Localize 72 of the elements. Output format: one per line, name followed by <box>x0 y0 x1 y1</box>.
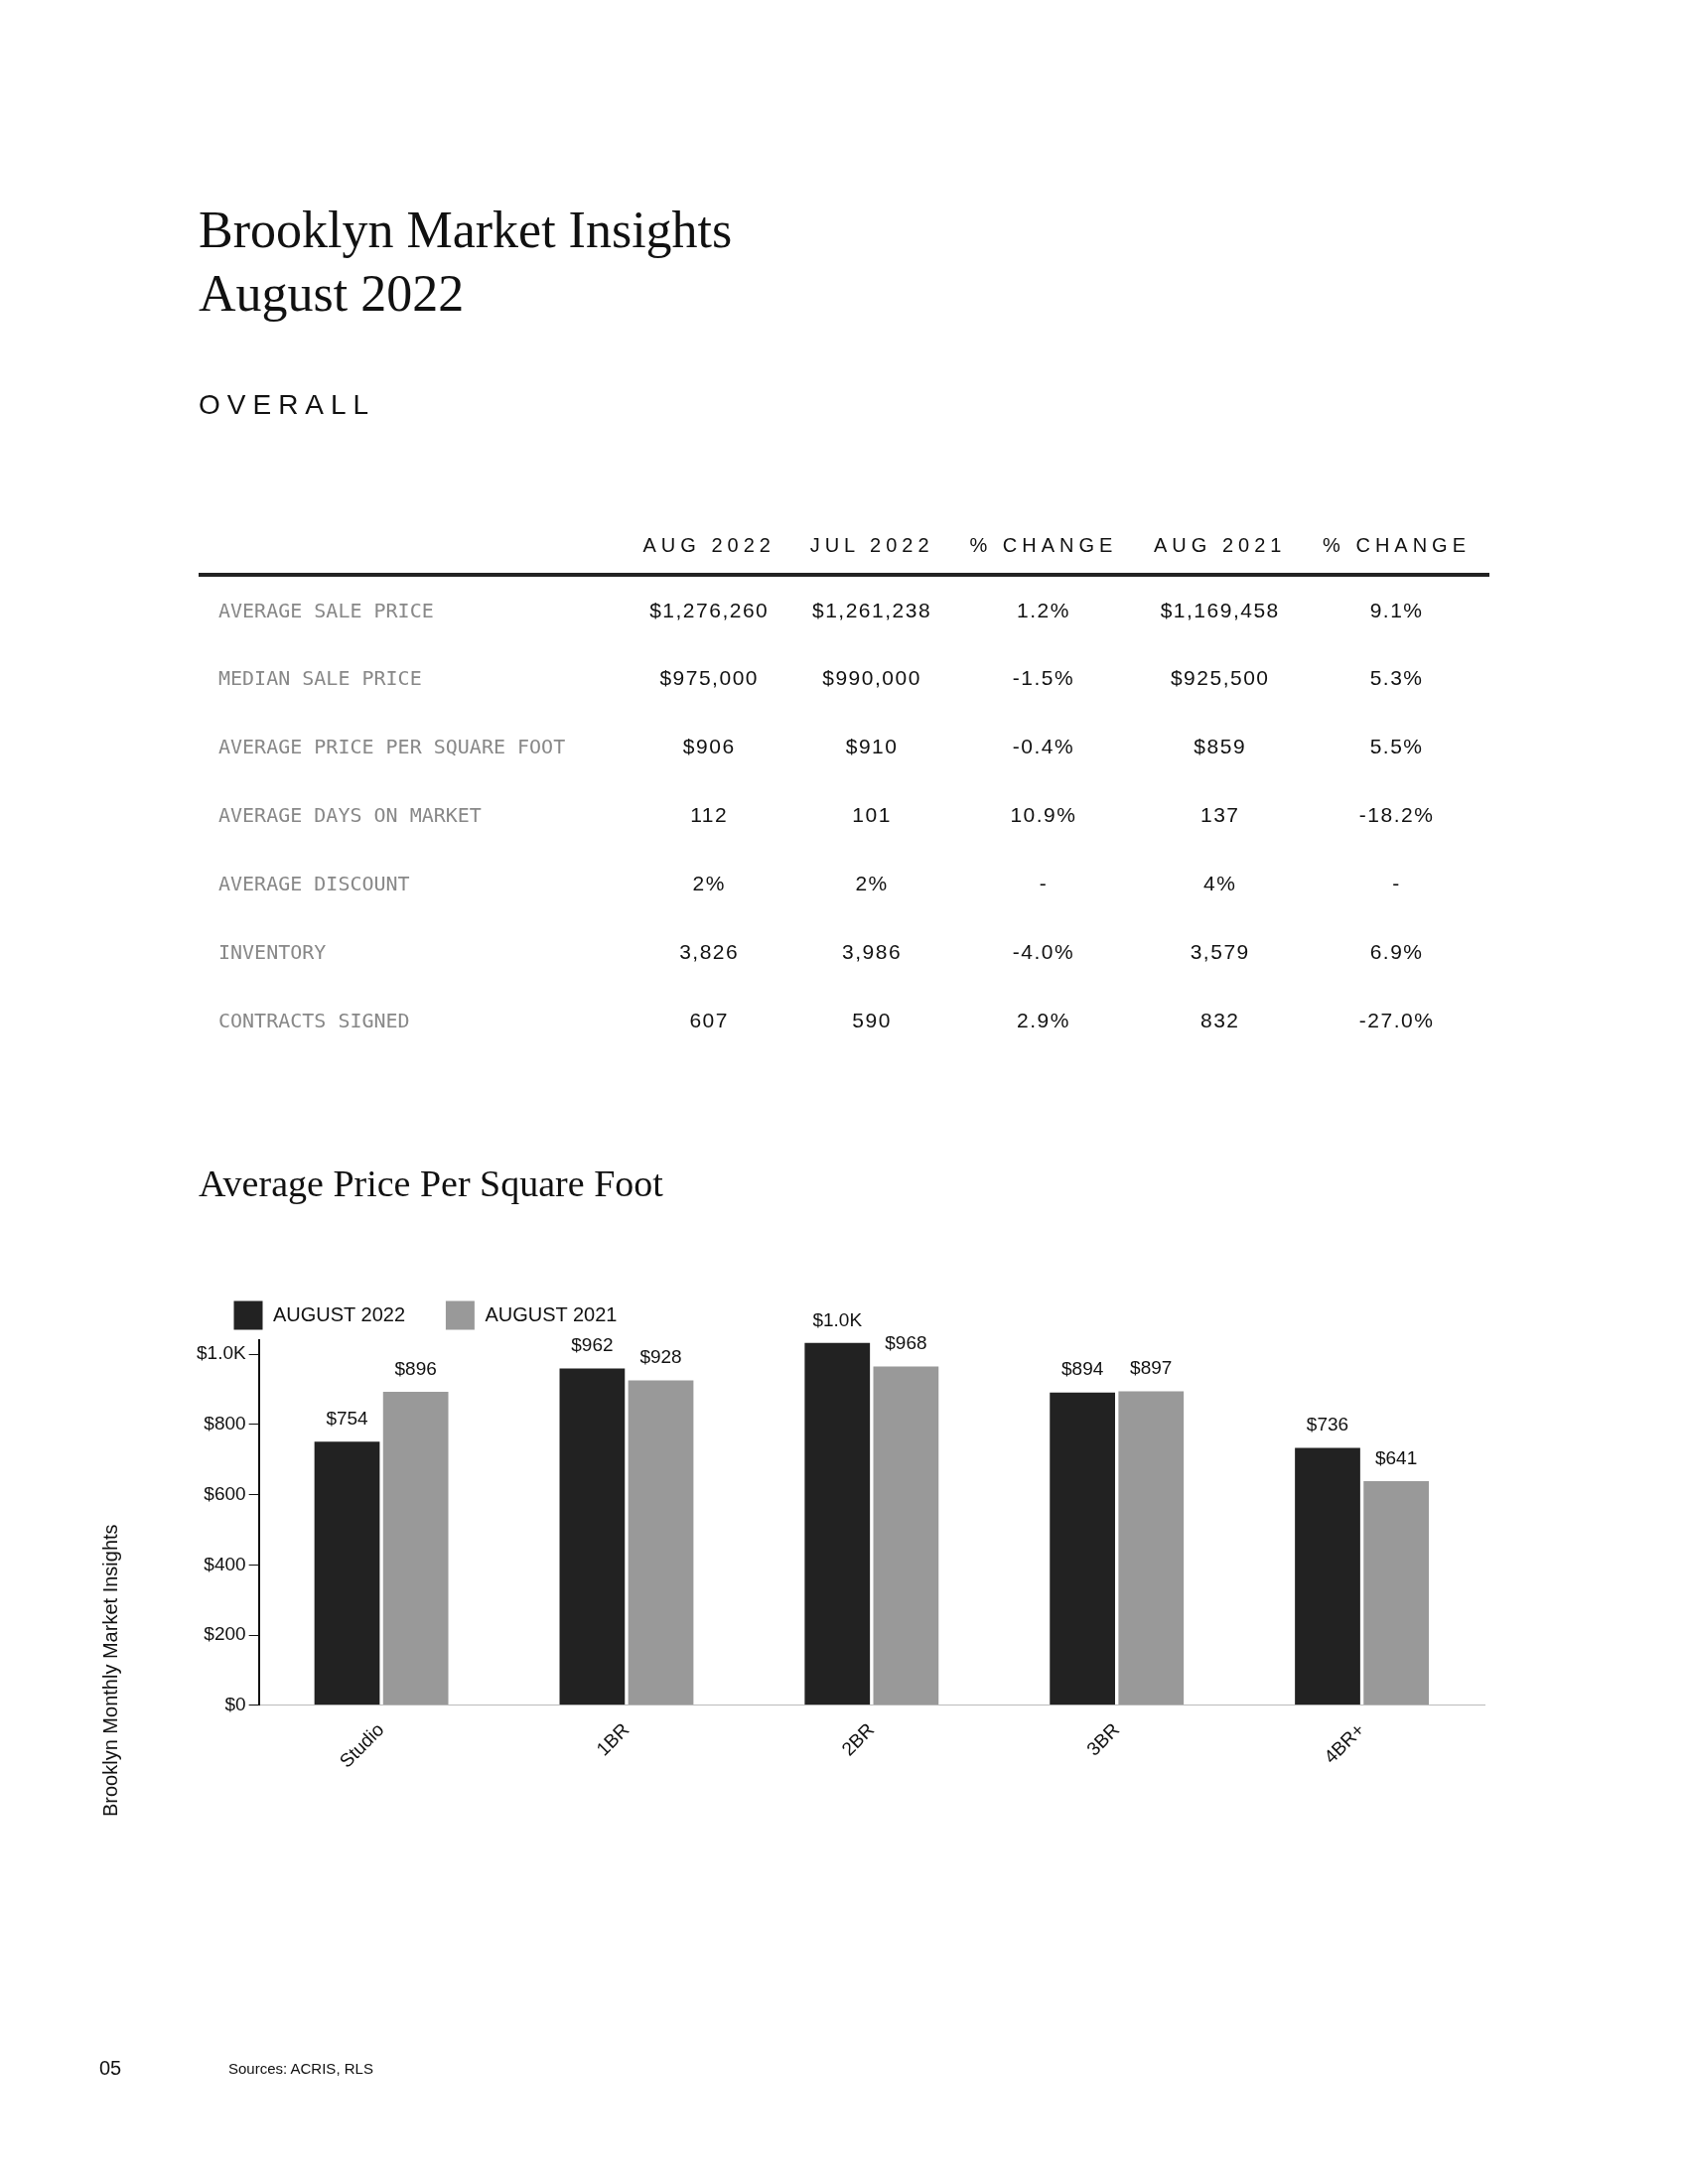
text: $910 <box>845 734 899 757</box>
category-label: CONTRACTS SIGNED <box>218 1008 410 1032</box>
category-label: AVERAGE DISCOUNT <box>218 871 410 895</box>
data-label: $962 <box>571 1334 614 1356</box>
text: 101 <box>852 802 892 826</box>
text: 3,986 <box>842 939 903 963</box>
text: - <box>1392 871 1401 894</box>
text: 3,579 <box>1190 939 1250 963</box>
text: -1.5% <box>1012 665 1075 689</box>
category-label: AVERAGE SALE PRICE <box>218 598 434 622</box>
y-tick-label: $800 <box>204 1413 246 1434</box>
text: -18.2% <box>1358 802 1435 826</box>
category-label: % CHANGE <box>1304 526 1489 575</box>
text: 607 <box>689 1008 729 1031</box>
category-label: MEDIAN SALE PRICE <box>218 665 422 690</box>
category-label: INVENTORY <box>218 939 327 964</box>
data-label: $1.0K <box>812 1308 863 1330</box>
legend-label: AUGUST 2021 <box>485 1302 618 1325</box>
text: -27.0% <box>1358 1008 1435 1031</box>
y-tick-label: $1.0K <box>197 1342 246 1364</box>
data-label: $928 <box>639 1346 682 1368</box>
text: $975,000 <box>659 665 759 689</box>
y-tick-label: $600 <box>204 1482 246 1504</box>
text: Brooklyn Monthly Market Insights <box>99 1524 122 1817</box>
data-label: $641 <box>1374 1446 1418 1468</box>
text: 10.9% <box>1010 802 1077 826</box>
text: $925,500 <box>1170 665 1270 689</box>
category-label: AUG 2022 <box>625 526 793 575</box>
text: 9.1% <box>1369 598 1424 621</box>
text: 2% <box>692 871 726 894</box>
legend-label: AUGUST 2022 <box>273 1302 406 1325</box>
text: 112 <box>690 802 729 826</box>
text: 3,826 <box>679 939 740 963</box>
text: $1,276,260 <box>649 598 770 621</box>
text: $859 <box>1194 734 1247 757</box>
data-label: $896 <box>394 1357 437 1379</box>
text: 5.3% <box>1369 665 1424 689</box>
text: $990,000 <box>822 665 921 689</box>
y-tick-label: $400 <box>204 1553 246 1574</box>
text: 6.9% <box>1369 939 1424 963</box>
text: 1.2% <box>1016 598 1070 621</box>
text: -0.4% <box>1012 734 1075 757</box>
data-label: $894 <box>1060 1358 1104 1380</box>
y-tick-label: $0 <box>224 1694 246 1715</box>
source-note: Sources: ACRIS, RLS <box>228 2060 373 2077</box>
text: - <box>1039 871 1049 894</box>
text: 5.5% <box>1369 734 1424 757</box>
text: -4.0% <box>1012 939 1075 963</box>
text: OVERALL <box>199 389 376 421</box>
category-label: AVERAGE DAYS ON MARKET <box>218 802 482 827</box>
text: 2.9% <box>1016 1008 1070 1031</box>
text: $906 <box>682 734 736 757</box>
category-label: JUL 2022 <box>792 526 951 575</box>
chart-title: Average Price Per Square Foot <box>199 1161 663 1205</box>
text: 590 <box>852 1008 892 1031</box>
text: $1,261,238 <box>812 598 932 621</box>
data-label: $968 <box>885 1332 927 1354</box>
text: 4% <box>1203 871 1237 894</box>
y-tick-label: $200 <box>204 1623 246 1645</box>
category-label: % CHANGE <box>950 526 1137 575</box>
data-label: $754 <box>326 1407 369 1429</box>
category-label: AVERAGE PRICE PER SQUARE FOOT <box>218 734 566 758</box>
data-label: $897 <box>1130 1357 1173 1379</box>
text: Brooklyn Market Insights August 2022 <box>199 201 733 324</box>
data-label: $736 <box>1306 1414 1349 1435</box>
text: 05 <box>99 2057 122 2080</box>
text: 832 <box>1199 1008 1240 1031</box>
x-tick-label: 3BR <box>1082 1718 1124 1760</box>
text: 2% <box>855 871 889 894</box>
text: 137 <box>1199 802 1240 826</box>
category-label: AUG 2021 <box>1136 526 1305 575</box>
text: $1,169,458 <box>1160 598 1280 621</box>
